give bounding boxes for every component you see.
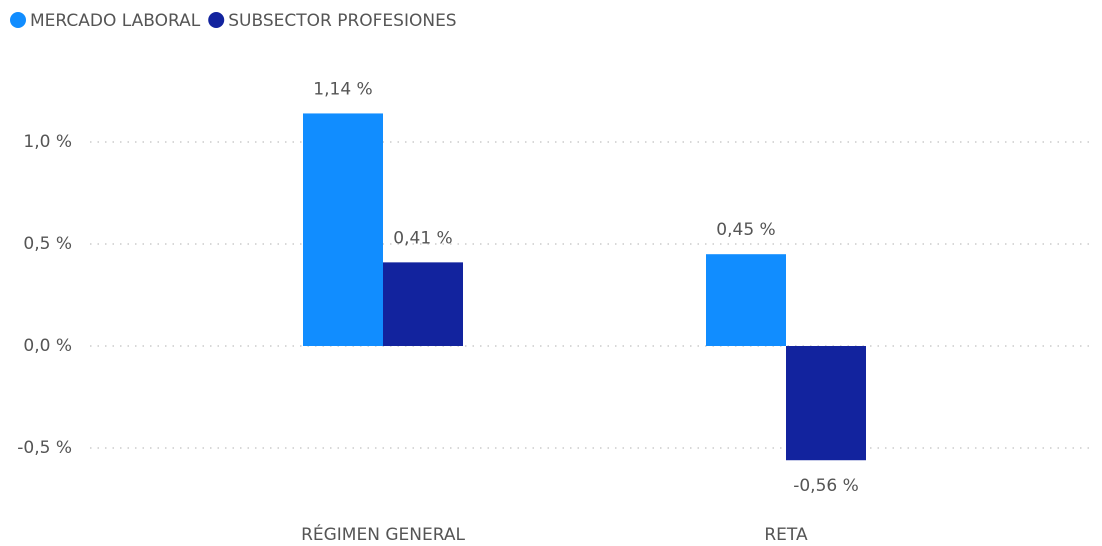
bar [706,254,786,346]
legend-swatch [10,12,26,28]
y-tick-label: -0,5 % [17,438,72,458]
legend-label: SUBSECTOR PROFESIONES [228,11,456,31]
data-label: 0,45 % [716,220,775,240]
bar [786,346,866,461]
y-tick-label: 1,0 % [23,132,72,152]
legend-label: MERCADO LABORAL [30,11,201,31]
y-tick-label: 0,0 % [23,336,72,356]
legend-swatch [208,12,225,28]
data-label: 1,14 % [313,79,372,99]
bar [303,113,383,346]
bar [383,262,463,346]
data-label: -0,56 % [793,476,859,496]
x-tick-label: RETA [764,525,808,545]
data-label: 0,41 % [393,228,452,248]
x-tick-label: RÉGIMEN GENERAL [301,523,465,545]
y-tick-label: 0,5 % [23,234,72,254]
